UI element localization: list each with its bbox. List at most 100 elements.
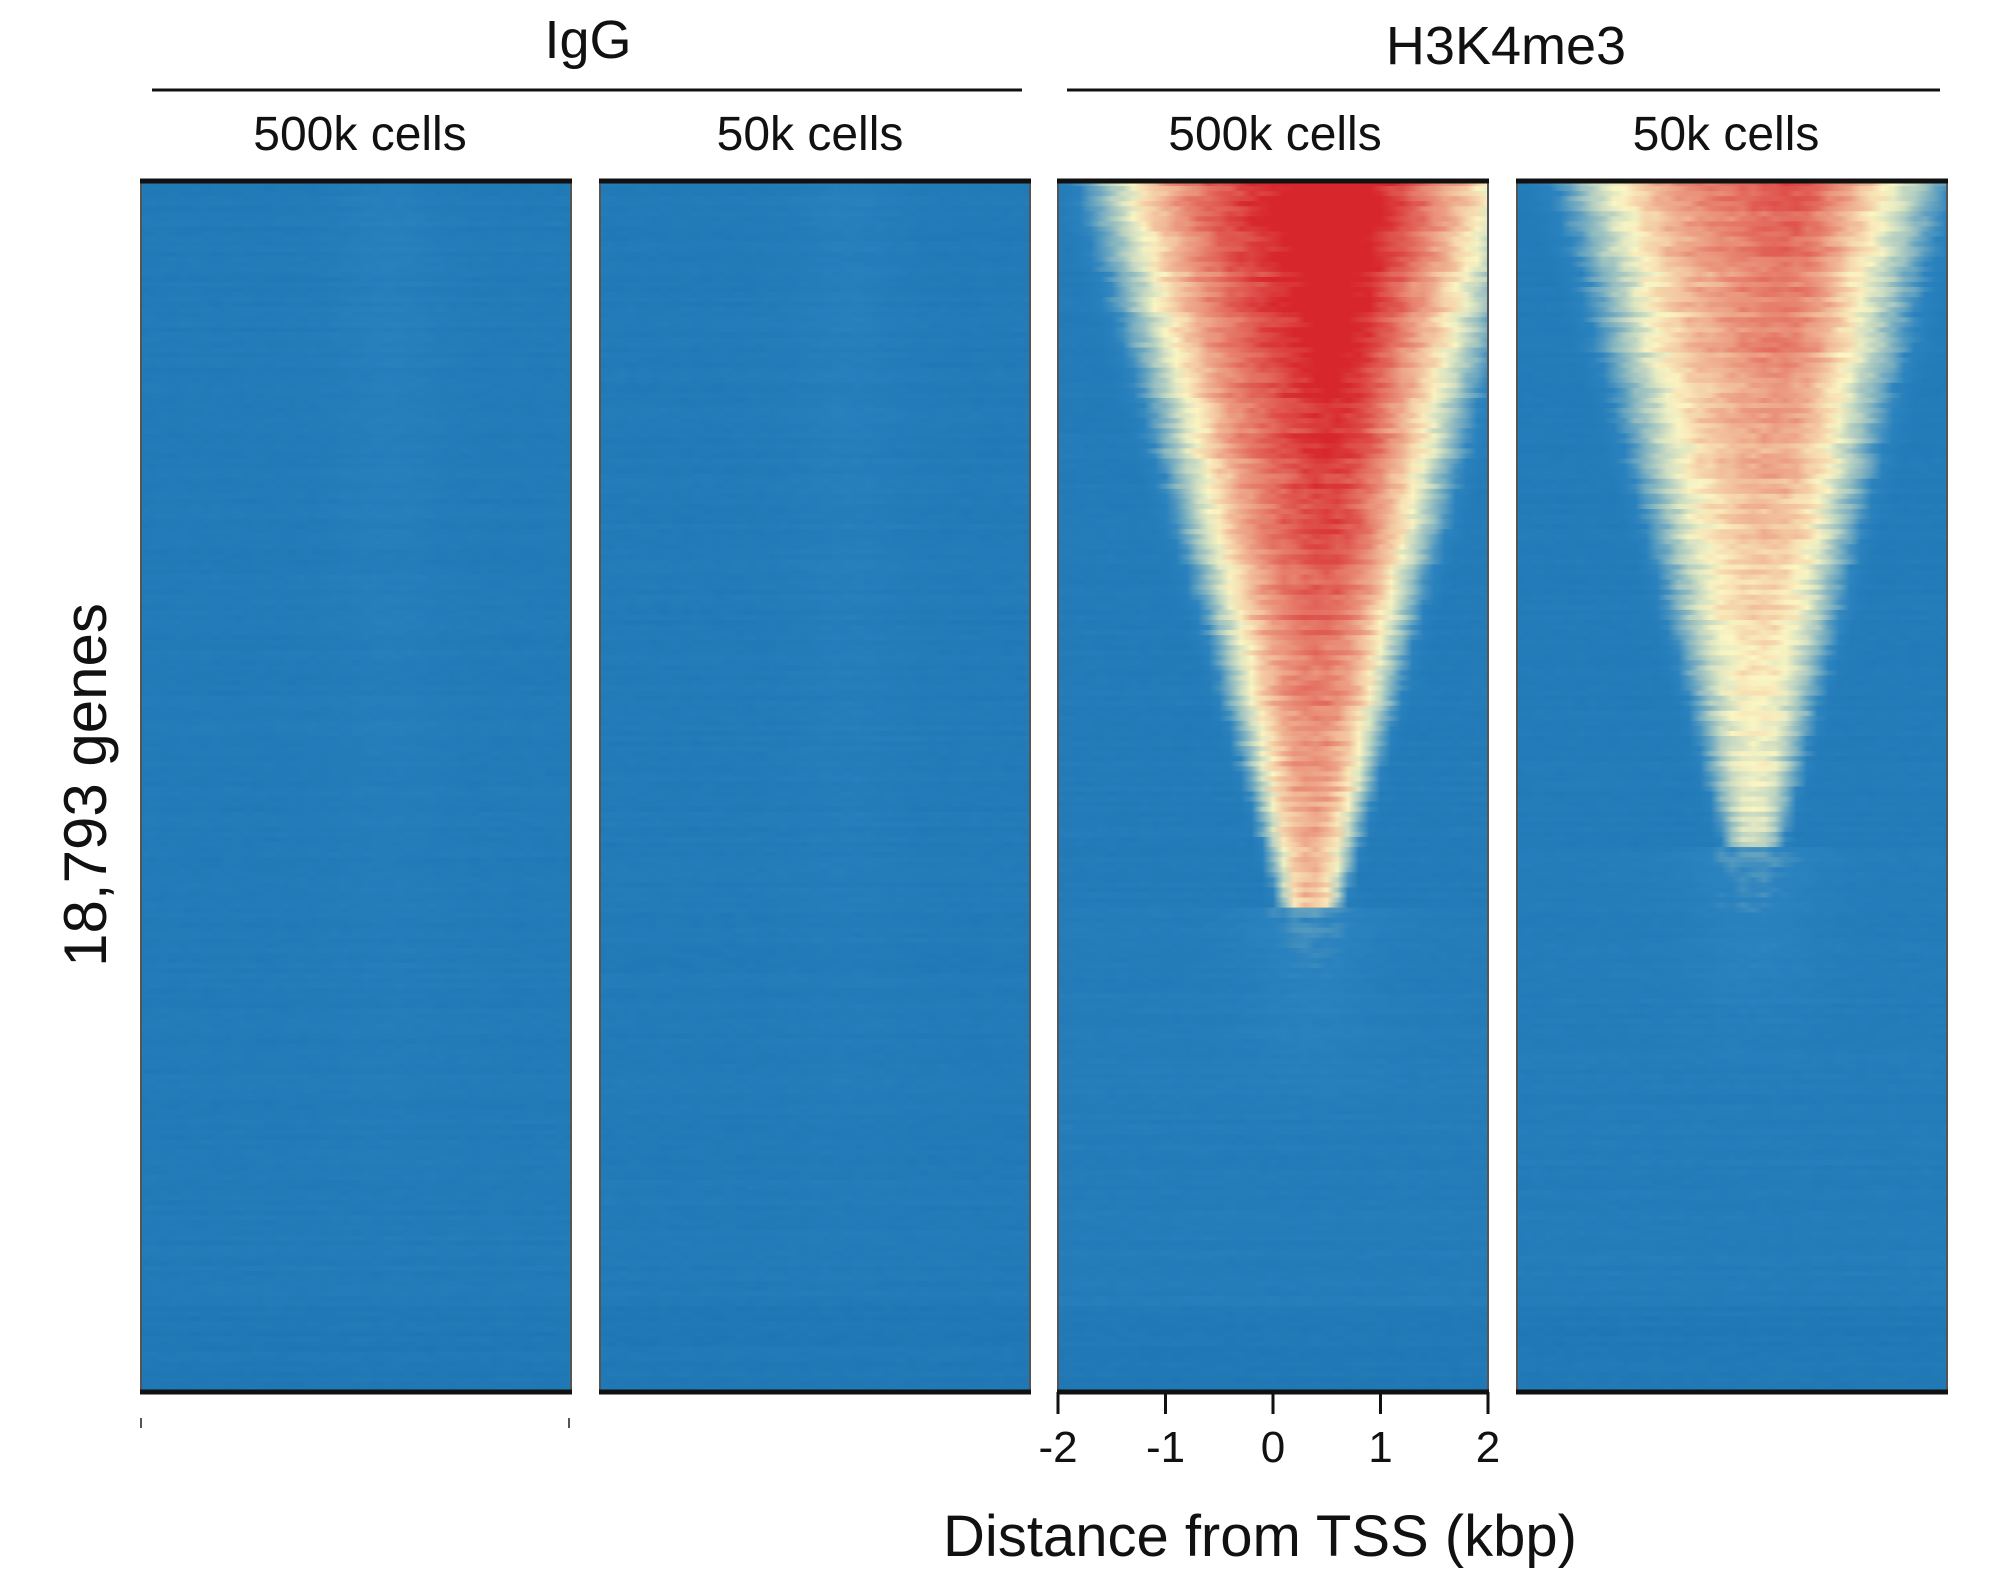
heatmap-row (1517, 271, 1947, 278)
heatmap-row (1517, 1013, 1947, 1020)
heatmap-row (600, 1124, 1030, 1131)
heatmap-row (1517, 791, 1947, 798)
heatmap-row (1517, 741, 1947, 747)
heatmap-row (600, 963, 1030, 969)
heatmap-row (1058, 751, 1488, 757)
heatmap-row (1517, 1164, 1947, 1171)
heatmap-row (1517, 1341, 1947, 1348)
heatmap-row (1058, 660, 1488, 666)
heatmap-row (1058, 1114, 1488, 1121)
heatmap-row (600, 842, 1030, 848)
heatmap-row (600, 1129, 1030, 1136)
heatmap-row (600, 988, 1030, 994)
heatmap-row (600, 261, 1030, 268)
heatmap-row (600, 1028, 1030, 1035)
heatmap-row (600, 796, 1030, 803)
heatmap-row (600, 584, 1030, 591)
heatmap-row (600, 1154, 1030, 1161)
heatmap-row (1058, 731, 1488, 737)
heatmap-row (600, 1144, 1030, 1151)
heatmap-row (1058, 927, 1488, 934)
heatmap-row (1058, 842, 1488, 848)
heatmap-row (141, 746, 571, 752)
heatmap-row (141, 1245, 571, 1252)
heatmap-row (1517, 650, 1947, 656)
heatmap-row (600, 443, 1030, 450)
heatmap-row (141, 806, 571, 813)
heatmap-row (1058, 448, 1488, 455)
heatmap-row (1058, 831, 1488, 838)
heatmap-row (1058, 942, 1488, 949)
heatmap-row (141, 978, 571, 984)
heatmap-row (141, 1079, 571, 1085)
heatmap-row (1058, 1356, 1488, 1363)
heatmap-row (141, 539, 571, 545)
heatmap-row (141, 1119, 571, 1126)
heatmap-row (600, 609, 1030, 616)
heatmap-row (600, 574, 1030, 581)
heatmap-row (600, 1008, 1030, 1015)
heatmap-row (141, 1175, 571, 1181)
heatmap-row (141, 1023, 571, 1030)
heatmap-row (600, 211, 1030, 217)
heatmap-row (600, 781, 1030, 788)
heatmap-row (1058, 1270, 1488, 1277)
heatmap-row (141, 1064, 571, 1070)
heatmap-row (600, 816, 1030, 823)
heatmap-row (600, 937, 1030, 944)
group-title-igg: IgG (544, 10, 631, 70)
heatmap-row (600, 589, 1030, 596)
heatmap-row (1058, 816, 1488, 823)
heatmap-row (600, 877, 1030, 883)
heatmap-row (600, 302, 1030, 308)
heatmap-row (1517, 1210, 1947, 1216)
heatmap-row (600, 1013, 1030, 1020)
heatmap-row (1517, 539, 1947, 545)
heatmap-row (141, 1099, 571, 1105)
heatmap-row (1517, 226, 1947, 233)
heatmap-row (1058, 1099, 1488, 1105)
heatmap-row (141, 892, 571, 899)
heatmap-row (141, 756, 571, 762)
heatmap-row (141, 1048, 571, 1055)
heatmap-row (141, 776, 571, 783)
heatmap-row (1517, 847, 1947, 853)
heatmap-row (600, 1048, 1030, 1055)
heatmap-row (1517, 1291, 1947, 1297)
heatmap-row (1058, 1336, 1488, 1343)
heatmap-row (141, 761, 571, 767)
heatmap-row (1517, 715, 1947, 722)
heatmap-row (1058, 292, 1488, 298)
heatmap-row (141, 519, 571, 525)
heatmap-panel-h3k4me3-500k (1058, 181, 1488, 1392)
heatmap-row (1517, 1094, 1947, 1100)
heatmap-row (1058, 1220, 1488, 1227)
heatmap-row (600, 317, 1030, 323)
heatmap-row (600, 1038, 1030, 1045)
heatmap-row (141, 413, 571, 419)
heatmap-row (1058, 1129, 1488, 1136)
heatmap-row (1517, 655, 1947, 661)
heatmap-row (1058, 256, 1488, 263)
heatmap-row (1517, 766, 1947, 772)
heatmap-row (600, 519, 1030, 525)
heatmap-row (1058, 710, 1488, 717)
heatmap-row (141, 1164, 571, 1171)
heatmap-row (1058, 963, 1488, 969)
heatmap-row (1058, 423, 1488, 429)
heatmap-row (1517, 453, 1947, 460)
heatmap-row (1517, 746, 1947, 752)
heatmap-row (1058, 503, 1488, 510)
heatmap-row (1058, 307, 1488, 313)
heatmap-row (1517, 1381, 1947, 1388)
heatmap-row (141, 1210, 571, 1216)
heatmap-row (1517, 842, 1947, 848)
heatmap-row (1058, 1058, 1488, 1065)
heatmap-row (600, 1386, 1030, 1392)
heatmap-row (1058, 756, 1488, 762)
heatmap-row (1058, 1200, 1488, 1206)
heatmap-row (1517, 594, 1947, 601)
heatmap-row (141, 731, 571, 737)
heatmap-row (141, 1190, 571, 1196)
